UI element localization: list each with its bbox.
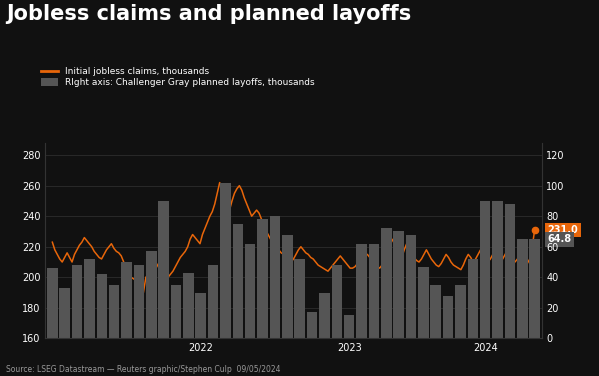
Text: Jobless claims and planned layoffs: Jobless claims and planned layoffs [6, 4, 412, 24]
Bar [319, 293, 329, 338]
Text: 231.0: 231.0 [547, 225, 579, 235]
Bar [146, 251, 156, 338]
Bar [72, 265, 82, 338]
Bar [158, 201, 169, 338]
Bar [443, 296, 453, 338]
Bar [468, 259, 478, 338]
Bar [356, 244, 367, 338]
Bar [195, 293, 206, 338]
Bar [295, 259, 305, 338]
Bar [134, 265, 144, 338]
Bar [270, 216, 280, 338]
Bar [381, 228, 392, 338]
Bar [282, 235, 292, 338]
Bar [530, 240, 540, 338]
Bar [59, 288, 70, 338]
Bar [245, 244, 256, 338]
Text: Source: LSEG Datastream — Reuters graphic/Stephen Culp  09/05/2024: Source: LSEG Datastream — Reuters graphi… [6, 365, 280, 374]
Text: 64.8: 64.8 [547, 234, 572, 244]
Bar [505, 204, 515, 338]
Bar [183, 273, 193, 338]
Bar [418, 267, 429, 338]
Bar [455, 285, 466, 338]
Bar [480, 201, 491, 338]
Bar [121, 262, 132, 338]
Bar [258, 219, 268, 338]
Bar [232, 224, 243, 338]
Bar [208, 265, 219, 338]
Legend: Initial jobless claims, thousands, RIght axis: Challenger Gray planned layoffs, : Initial jobless claims, thousands, RIght… [40, 65, 316, 89]
Bar [307, 312, 317, 338]
Bar [47, 268, 58, 338]
Bar [394, 232, 404, 338]
Bar [406, 235, 416, 338]
Bar [517, 239, 528, 338]
Bar [492, 201, 503, 338]
Bar [220, 183, 231, 338]
Bar [368, 244, 379, 338]
Bar [331, 265, 342, 338]
Bar [171, 285, 181, 338]
Bar [431, 285, 441, 338]
Bar [109, 285, 119, 338]
Bar [344, 315, 355, 338]
Bar [84, 259, 95, 338]
Bar [96, 274, 107, 338]
